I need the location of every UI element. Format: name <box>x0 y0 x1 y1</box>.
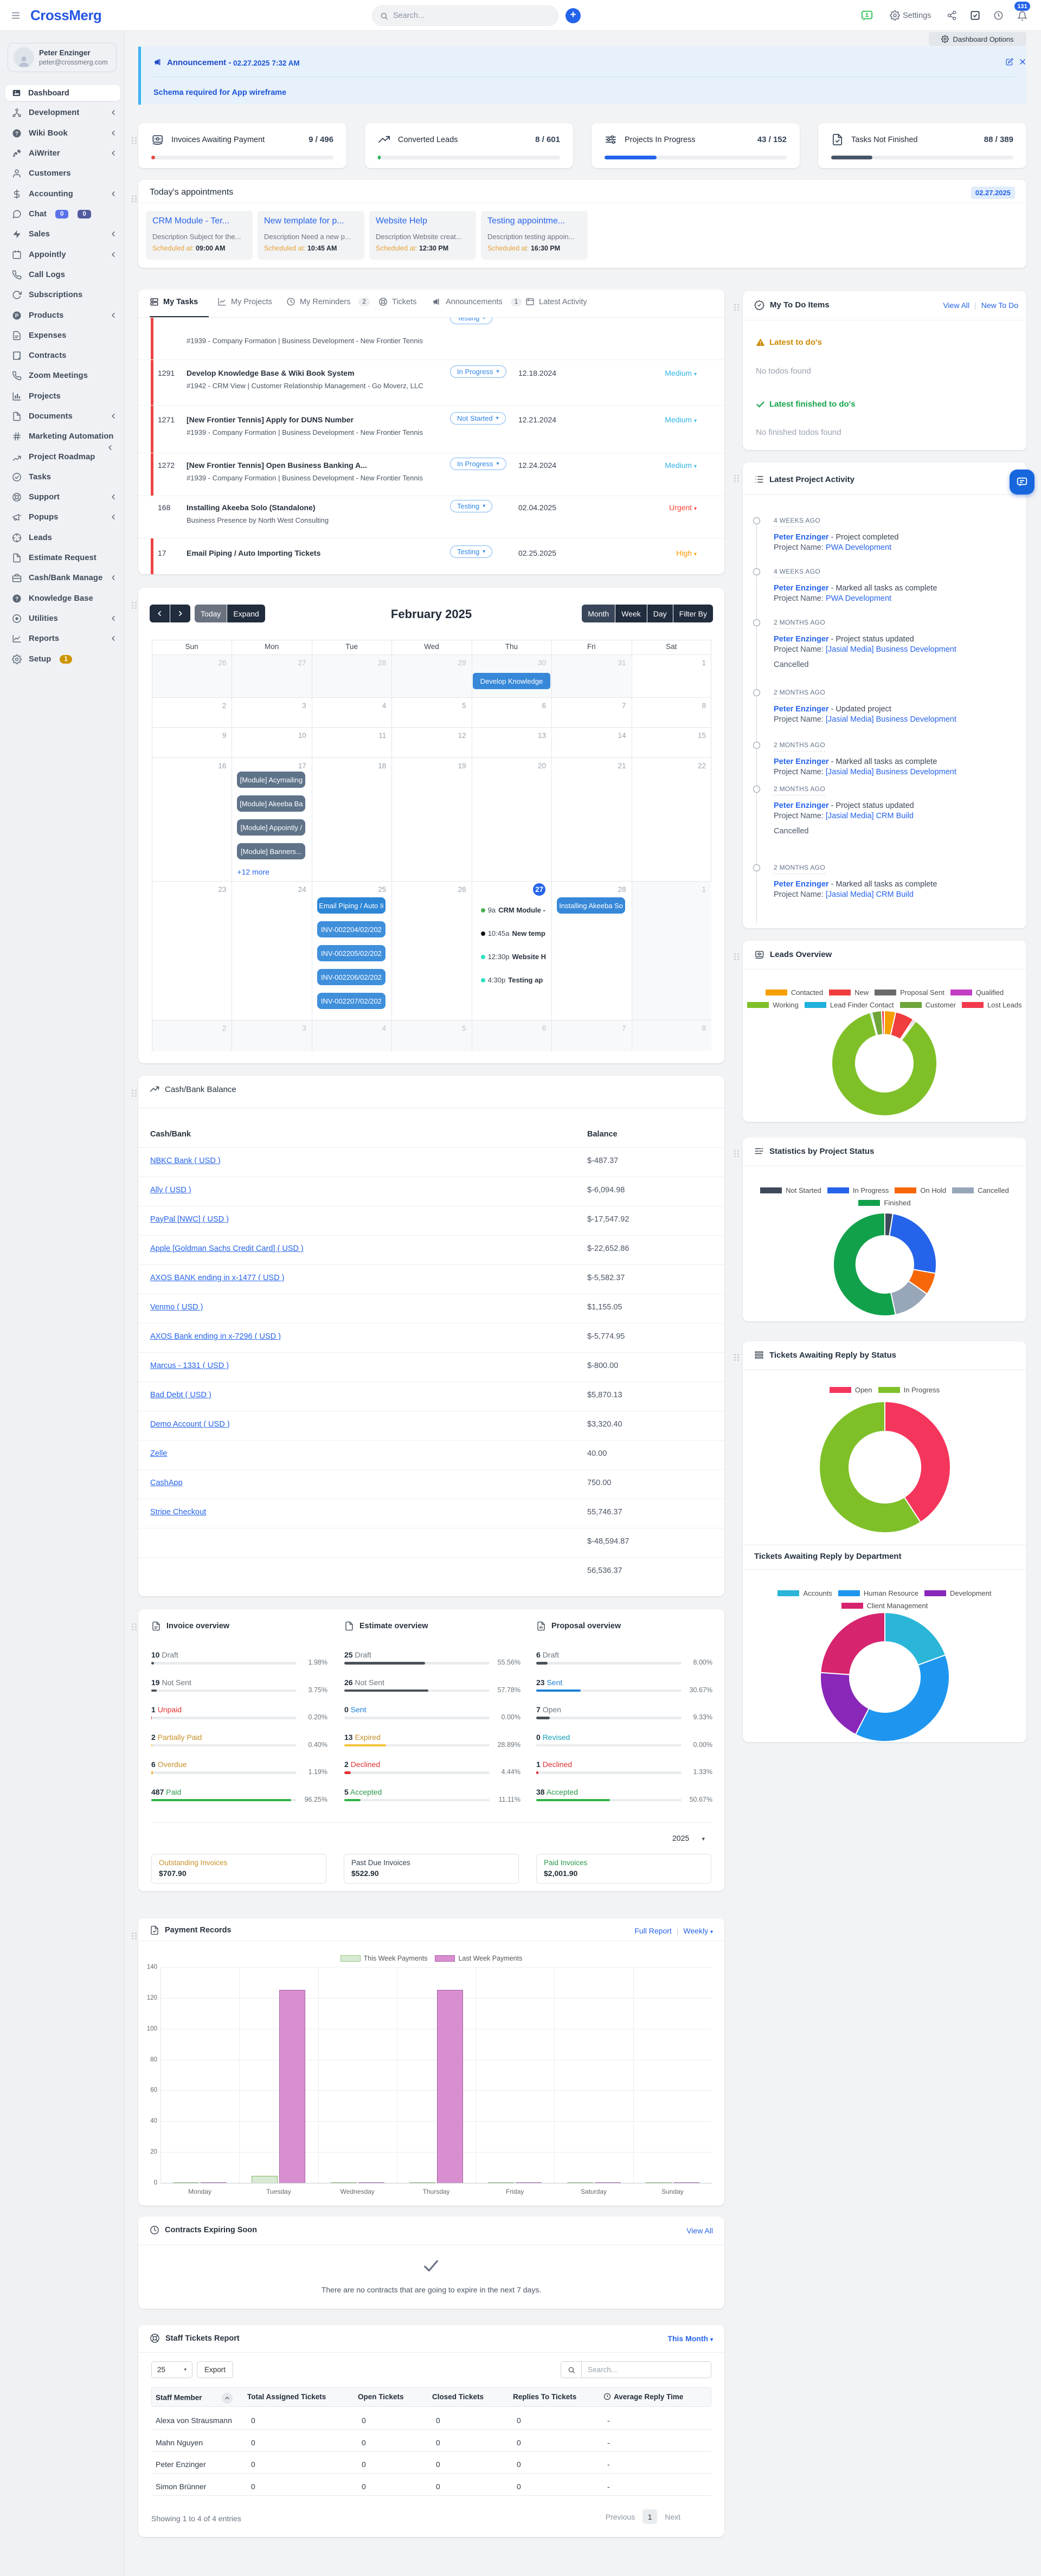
svg-text:?: ? <box>15 131 18 137</box>
svg-text:?: ? <box>15 596 18 602</box>
svg-text:P: P <box>15 313 19 319</box>
